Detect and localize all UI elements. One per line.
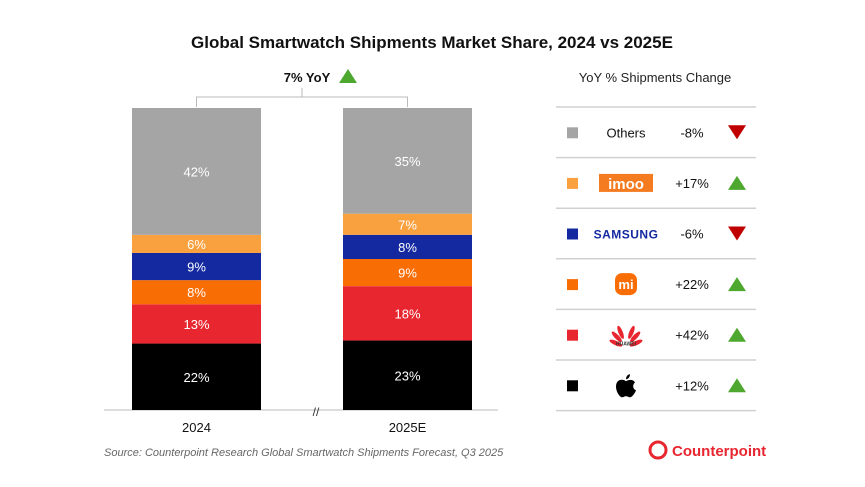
table-title: YoY % Shipments Change — [579, 70, 732, 85]
huawei-petal — [629, 339, 643, 347]
data-label-xiaomi-2024: 8% — [187, 285, 206, 300]
data-label-samsung-2024: 9% — [187, 260, 206, 275]
arrow-down-icon — [728, 125, 746, 140]
bar-apple-2024 — [132, 343, 261, 410]
legend-swatch — [567, 177, 578, 189]
bar-huawei-2025E — [343, 286, 472, 341]
imoo-logo — [599, 173, 653, 192]
data-label-apple-2024: 22% — [183, 370, 209, 385]
arrow-up-icon — [728, 327, 746, 342]
chart-title: Global Smartwatch Shipments Market Share… — [191, 33, 673, 52]
brand-label: mi — [618, 277, 633, 292]
bar-xiaomi-2024 — [132, 280, 261, 305]
axis-break: // — [313, 405, 320, 419]
huawei-logo — [609, 325, 643, 347]
brand-label: SAMSUNG — [594, 228, 659, 242]
bar-imoo-2025E — [343, 213, 472, 235]
counterpoint-logo-text: Counterpoint — [672, 443, 766, 460]
bars: 22% 13% 8% 9% 6% 42% 2024 23% 18% 9% 8% 7% 35% 2025E /… — [104, 69, 498, 435]
yoy-change: -6% — [680, 227, 704, 242]
bar-samsung-2024 — [132, 252, 261, 281]
growth-bracket — [196, 88, 408, 107]
counterpoint-logo-icon — [648, 440, 668, 460]
data-label-xiaomi-2025E: 9% — [398, 266, 417, 281]
total-growth-up-icon — [339, 69, 357, 83]
table-row: imoo +17% — [567, 173, 746, 193]
table-row: HUAWEI +42% — [567, 325, 746, 348]
apple-logo — [616, 374, 636, 398]
legend-swatch — [567, 127, 578, 139]
data-label-apple-2025E: 23% — [394, 368, 420, 383]
arrow-up-icon — [728, 175, 746, 190]
legend-swatch — [567, 380, 578, 392]
table-row: mi +22% — [567, 273, 746, 296]
yoy-table: YoY % Shipments Change Others -8% imoo +17% S… — [556, 70, 756, 412]
data-label-huawei-2024: 13% — [183, 317, 209, 332]
bar-samsung-2025E — [343, 234, 472, 259]
bar-others-2025E — [343, 108, 472, 214]
yoy-change: -8% — [680, 125, 704, 140]
huawei-petal — [611, 331, 622, 343]
bar-xiaomi-2025E — [343, 259, 472, 287]
data-label-imoo-2025E: 7% — [398, 217, 417, 232]
table-row: Others -8% — [567, 125, 746, 140]
brand-label: HUAWEI — [616, 342, 637, 348]
source-note: Source: Counterpoint Research Global Sma… — [104, 447, 504, 459]
bar-others-2024 — [132, 108, 261, 235]
data-label-huawei-2025E: 18% — [394, 306, 420, 321]
yoy-change: +17% — [675, 176, 709, 191]
arrow-down-icon — [728, 226, 746, 241]
arrow-up-icon — [728, 378, 746, 393]
huawei-petal — [609, 339, 623, 347]
legend-swatch — [567, 329, 578, 341]
table-row: +12% — [567, 374, 746, 398]
x-tick-2025E: 2025E — [389, 420, 427, 435]
yoy-change: +22% — [675, 277, 709, 292]
total-growth-label: 7% YoY — [284, 70, 331, 85]
data-label-samsung-2025E: 8% — [398, 240, 417, 255]
xiaomi-logo — [615, 273, 637, 296]
bar-huawei-2024 — [132, 304, 261, 344]
data-label-others-2024: 42% — [183, 164, 209, 179]
brand-label: Others — [606, 125, 646, 140]
huawei-petal — [630, 331, 641, 343]
table-row: SAMSUNG -6% — [567, 226, 746, 242]
bar-imoo-2024 — [132, 234, 261, 253]
arrow-up-icon — [728, 277, 746, 292]
x-tick-2024: 2024 — [182, 420, 211, 435]
yoy-change: +42% — [675, 328, 709, 343]
legend-swatch — [567, 279, 578, 291]
brand-label: imoo — [608, 176, 644, 193]
yoy-change: +12% — [675, 378, 709, 393]
data-label-others-2025E: 35% — [394, 154, 420, 169]
data-label-imoo-2024: 6% — [187, 237, 206, 252]
bar-apple-2025E — [343, 340, 472, 410]
huawei-petal — [628, 325, 635, 339]
counterpoint-logo: Counterpoint — [648, 440, 766, 460]
legend-swatch — [567, 228, 578, 240]
huawei-petal — [617, 325, 624, 339]
